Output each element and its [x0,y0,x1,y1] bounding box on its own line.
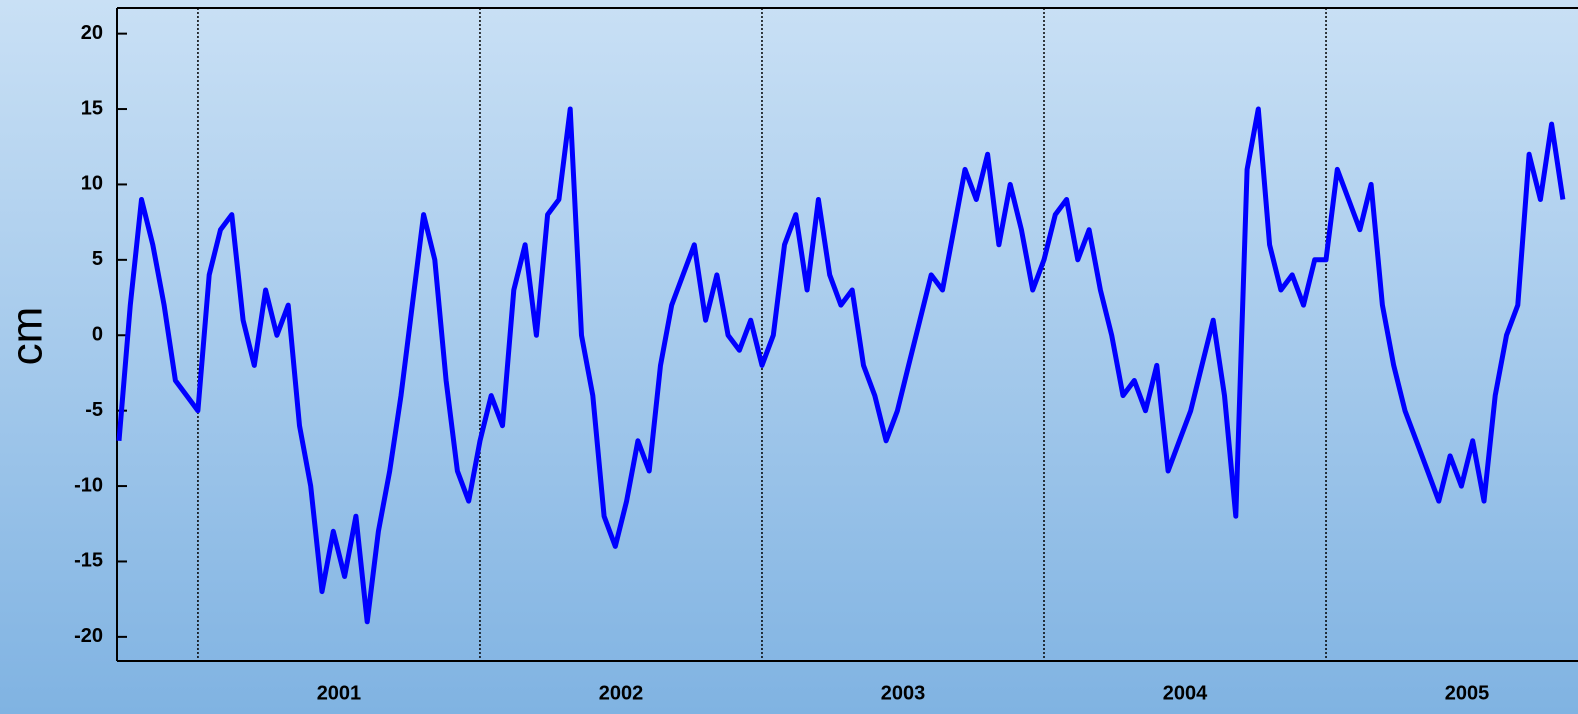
x-tick-label: 2002 [599,682,644,704]
y-tick-label: -15 [74,550,103,572]
y-tick-label: 10 [81,173,103,195]
y-tick-label: -5 [85,399,103,421]
x-tick-label: 2003 [881,682,926,704]
x-tick-label: 2004 [1163,682,1208,704]
y-tick-label: 0 [92,324,103,346]
y-tick-label: 5 [92,248,103,270]
y-tick-label: -20 [74,625,103,647]
y-tick-label: 20 [81,22,103,44]
data-line [116,106,1566,625]
y-tick-label: 15 [81,97,103,119]
x-tick-label: 2005 [1445,682,1490,704]
y-tick-label: -10 [74,474,103,496]
x-tick-label: 2001 [317,682,362,704]
y-axis-label: cm [3,307,52,366]
